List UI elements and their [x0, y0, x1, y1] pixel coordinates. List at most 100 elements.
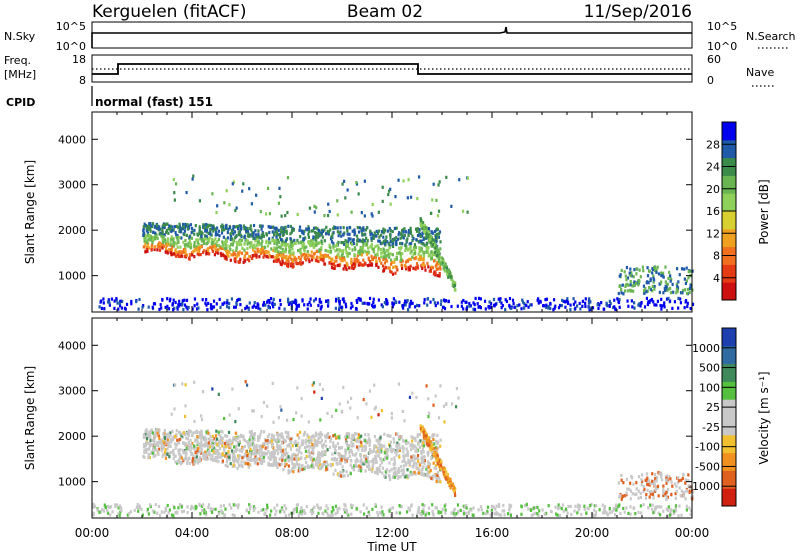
heatmap-cell	[372, 301, 374, 304]
heatmap-cell	[536, 506, 538, 509]
heatmap-cell	[252, 306, 254, 309]
heatmap-cell	[191, 452, 193, 455]
heatmap-cell	[454, 494, 456, 497]
heatmap-cell	[395, 511, 397, 514]
heatmap-cell	[579, 307, 581, 310]
heatmap-cell	[229, 413, 231, 416]
heatmap-cell	[435, 394, 437, 397]
heatmap-cell	[376, 467, 378, 470]
heatmap-cell	[246, 508, 248, 511]
nsky-line	[92, 27, 692, 48]
heatmap-cell	[604, 505, 606, 508]
heatmap-cell	[658, 505, 660, 508]
heatmap-cell	[427, 397, 429, 400]
heatmap-cell	[603, 307, 605, 310]
heatmap-cell	[369, 390, 371, 393]
heatmap-cell	[436, 480, 438, 483]
heatmap-cell	[371, 263, 373, 266]
heatmap-cell	[349, 406, 351, 409]
heatmap-cell	[318, 256, 320, 259]
heatmap-cell	[332, 434, 334, 437]
heatmap-cell	[408, 178, 410, 181]
heatmap-cell	[247, 462, 249, 465]
heatmap-cell	[197, 250, 199, 253]
heatmap-cell	[246, 252, 248, 255]
heatmap-cell	[285, 514, 287, 517]
heatmap-cell	[326, 467, 328, 470]
heatmap-cell	[400, 246, 402, 249]
heatmap-cell	[205, 237, 207, 240]
heatmap-cell	[452, 280, 454, 283]
heatmap-cell	[421, 267, 423, 270]
heatmap-cell	[320, 301, 322, 304]
heatmap-cell	[382, 248, 384, 251]
heatmap-cell	[398, 504, 400, 507]
heatmap-cell	[405, 442, 407, 445]
heatmap-cell	[478, 297, 480, 300]
heatmap-cell	[250, 455, 252, 458]
heatmap-cell	[391, 412, 393, 415]
heatmap-cell	[544, 513, 546, 516]
heatmap-cell	[227, 255, 229, 258]
heatmap-cell	[319, 383, 321, 386]
heatmap-cell	[355, 181, 357, 184]
heatmap-cell	[318, 229, 320, 232]
heatmap-cell	[215, 456, 217, 459]
heatmap-cell	[653, 288, 655, 291]
heatmap-cell	[416, 197, 418, 200]
heatmap-cell	[328, 244, 330, 247]
heatmap-cell	[351, 243, 353, 246]
heatmap-cell	[117, 307, 119, 310]
heatmap-cell	[280, 303, 282, 306]
heatmap-cell	[256, 238, 258, 241]
heatmap-cell	[257, 511, 259, 514]
heatmap-cell	[421, 510, 423, 513]
heatmap-cell	[664, 289, 666, 292]
heatmap-cell	[422, 441, 424, 444]
heatmap-cell	[239, 454, 241, 457]
freq-unit: [MHz]	[4, 68, 36, 81]
heatmap-cell	[440, 460, 442, 463]
heatmap-cell	[378, 236, 380, 239]
heatmap-cell	[651, 267, 653, 270]
heatmap-cell	[211, 241, 213, 244]
heatmap-cell	[307, 253, 309, 256]
heatmap-cell	[215, 434, 217, 437]
heatmap-cell	[436, 434, 438, 437]
heatmap-cell	[251, 257, 253, 260]
heatmap-cell	[377, 248, 379, 251]
heatmap-cell	[145, 448, 147, 451]
heatmap-cell	[181, 510, 183, 513]
heatmap-cell	[263, 430, 265, 433]
heatmap-cell	[647, 301, 649, 304]
heatmap-cell	[214, 244, 216, 247]
heatmap-cell	[413, 257, 415, 260]
heatmap-cell	[119, 514, 121, 517]
heatmap-cell	[165, 247, 167, 250]
heatmap-cell	[396, 473, 398, 476]
heatmap-cell	[630, 274, 632, 277]
heatmap-cell	[250, 241, 252, 244]
heatmap-cell	[299, 510, 301, 513]
heatmap-cell	[381, 241, 383, 244]
heatmap-cell	[339, 226, 341, 229]
heatmap-cell	[101, 508, 103, 511]
heatmap-cell	[386, 249, 388, 252]
heatmap-cell	[103, 307, 105, 310]
heatmap-cell	[211, 439, 213, 442]
heatmap-cell	[689, 513, 691, 516]
heatmap-cell	[419, 464, 421, 467]
heatmap-cell	[334, 226, 336, 229]
heatmap-cell	[151, 248, 153, 251]
heatmap-cell	[423, 455, 425, 458]
heatmap-cell	[421, 263, 423, 266]
heatmap-cell	[536, 512, 538, 515]
heatmap-cell	[394, 460, 396, 463]
heatmap-cell	[629, 267, 631, 270]
heatmap-cell	[343, 226, 345, 229]
heatmap-cell	[442, 508, 444, 511]
beam-title: Beam 02	[347, 2, 423, 22]
heatmap-cell	[382, 265, 384, 268]
heatmap-cell	[494, 512, 496, 515]
heatmap-cell	[297, 213, 299, 216]
